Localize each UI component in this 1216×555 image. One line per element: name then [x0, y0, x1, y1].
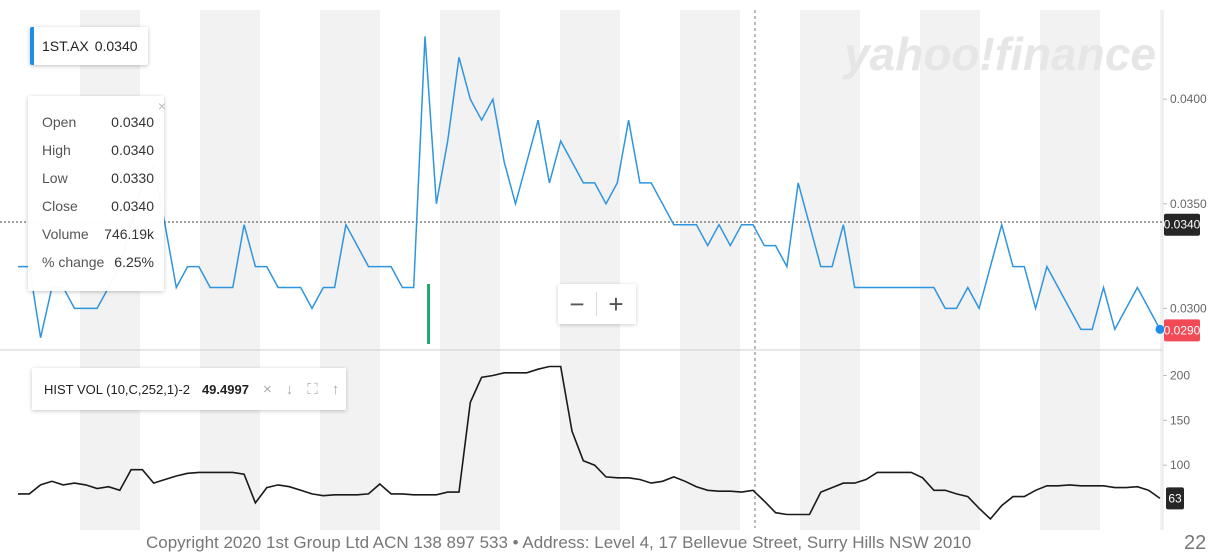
page-number: 22	[1184, 532, 1207, 554]
indicator-tick-label: 200	[1170, 368, 1190, 382]
indicator-name: HIST VOL (10,C,252,1)-2	[44, 381, 190, 397]
symbol-name: 1ST.AX	[42, 38, 89, 54]
current-price-badge: 0.0340	[1164, 213, 1201, 236]
time-bands	[80, 10, 1163, 530]
copyright-footer: Copyright 2020 1st Group Ltd ACN 138 897…	[146, 533, 972, 552]
svg-text:0.0290: 0.0290	[1164, 323, 1201, 337]
indicator-tick-label: 100	[1170, 458, 1190, 472]
svg-text:63: 63	[1168, 491, 1182, 505]
tooltip-label: High	[42, 142, 71, 158]
zoom-divider	[596, 292, 597, 316]
indicator-tick-label: 150	[1170, 413, 1190, 427]
tooltip-label: Close	[42, 198, 78, 214]
zoom-in-button[interactable]: +	[608, 288, 624, 319]
time-band	[800, 10, 860, 530]
tooltip-value: 0.0330	[111, 170, 154, 186]
price-axis: 0.0400 0.0350 0.0300	[1163, 92, 1207, 315]
ohlc-tooltip: × Open 0.0340 High 0.0340 Low 0.0330 Clo…	[28, 96, 166, 291]
price-line	[18, 36, 1161, 338]
tooltip-row-close: Close 0.0340	[42, 198, 154, 222]
symbol-label[interactable]: 1ST.AX 0.0340	[30, 27, 148, 65]
time-band	[440, 10, 500, 530]
price-tick-label: 0.0350	[1170, 197, 1207, 211]
time-band	[680, 10, 740, 530]
volume-bar	[427, 284, 431, 344]
remove-indicator-icon[interactable]: ×	[262, 380, 272, 398]
tooltip-row-low: Low 0.0330	[42, 170, 154, 194]
time-band	[920, 10, 980, 530]
symbol-accent	[30, 27, 34, 65]
time-band	[560, 10, 620, 530]
svg-text:0.0340: 0.0340	[1164, 218, 1201, 232]
tooltip-row-open: Open 0.0340	[42, 114, 154, 138]
indicator-axis: 200 150 100	[1163, 368, 1190, 472]
indicator-label: HIST VOL (10,C,252,1)-2 49.4997 × ↓ ⛶ ↑	[32, 368, 346, 410]
indicator-value-badge: 63	[1166, 487, 1184, 510]
tooltip-label: Volume	[42, 226, 89, 242]
time-band	[1160, 10, 1163, 530]
last-price-badge: 0.0290	[1164, 319, 1201, 342]
zoom-control: − +	[558, 284, 636, 324]
price-tick-label: 0.0300	[1170, 301, 1207, 315]
zoom-out-button[interactable]: −	[569, 288, 585, 319]
tooltip-value: 0.0340	[111, 114, 154, 130]
tooltip-row-volume: Volume 746.19k	[42, 226, 154, 250]
time-band	[1040, 10, 1100, 530]
tooltip-label: Low	[42, 170, 68, 186]
yahoo-finance-watermark: yahoo!finance	[842, 28, 1156, 80]
move-down-icon[interactable]: ↓	[285, 380, 294, 398]
tooltip-row-change: % change 6.25%	[42, 254, 154, 278]
tooltip-value: 0.0340	[111, 142, 154, 158]
price-end-dot	[1155, 324, 1165, 334]
move-up-icon[interactable]: ↑	[331, 380, 340, 398]
tooltip-value: 0.0340	[111, 198, 154, 214]
tooltip-value: 6.25%	[114, 254, 154, 270]
time-band	[200, 10, 260, 530]
tooltip-row-high: High 0.0340	[42, 142, 154, 166]
symbol-value: 0.0340	[94, 38, 138, 54]
indicator-value: 49.4997	[201, 381, 249, 397]
tooltip-value: 746.19k	[104, 226, 154, 242]
time-band	[320, 10, 380, 530]
tooltip-label: % change	[42, 254, 105, 270]
tooltip-label: Open	[42, 114, 77, 130]
close-icon[interactable]: ×	[157, 98, 166, 114]
expand-icon[interactable]: ⛶	[307, 380, 318, 398]
hist-vol-line	[18, 365, 1161, 521]
price-tick-label: 0.0400	[1170, 92, 1207, 106]
